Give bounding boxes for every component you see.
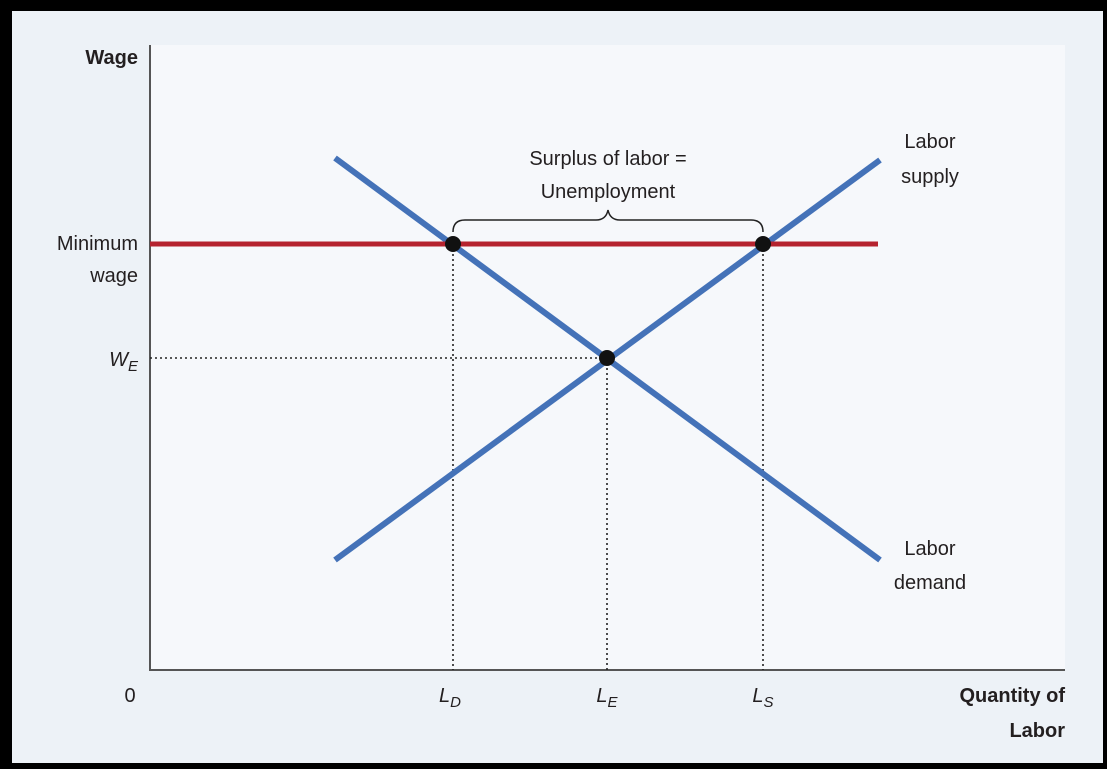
we-subscript: E bbox=[128, 358, 139, 375]
min-wage-label: wage bbox=[89, 265, 138, 287]
le-subscript: E bbox=[608, 694, 619, 711]
y-axis-label: Wage bbox=[85, 47, 138, 69]
ls-label: LS bbox=[752, 685, 773, 711]
x-axis-label: Labor bbox=[1009, 720, 1065, 742]
brace bbox=[452, 209, 764, 233]
we-label: WE bbox=[109, 349, 139, 375]
le-letter: L bbox=[596, 685, 607, 707]
demand-label: Labor bbox=[904, 538, 955, 560]
annotation: Unemployment bbox=[541, 181, 676, 203]
min-wage-label: Minimum bbox=[57, 233, 138, 255]
point-ls bbox=[755, 236, 771, 252]
ls-subscript: S bbox=[764, 694, 774, 711]
point-ld bbox=[445, 236, 461, 252]
annotation: Surplus of labor = bbox=[529, 148, 686, 170]
supply-label: Labor bbox=[904, 131, 955, 153]
ld-label: LD bbox=[439, 685, 461, 711]
ld-letter: L bbox=[439, 685, 450, 707]
demand-label: demand bbox=[894, 572, 966, 594]
we-letter: W bbox=[109, 349, 130, 371]
ls-letter: L bbox=[752, 685, 763, 707]
supply-label: supply bbox=[901, 166, 959, 188]
guides bbox=[150, 244, 764, 670]
le-label: LE bbox=[596, 685, 618, 711]
point-equilibrium bbox=[599, 350, 615, 366]
x-axis-label: Quantity of bbox=[959, 685, 1065, 707]
origin-label: 0 bbox=[124, 685, 135, 707]
ld-subscript: D bbox=[450, 694, 461, 711]
